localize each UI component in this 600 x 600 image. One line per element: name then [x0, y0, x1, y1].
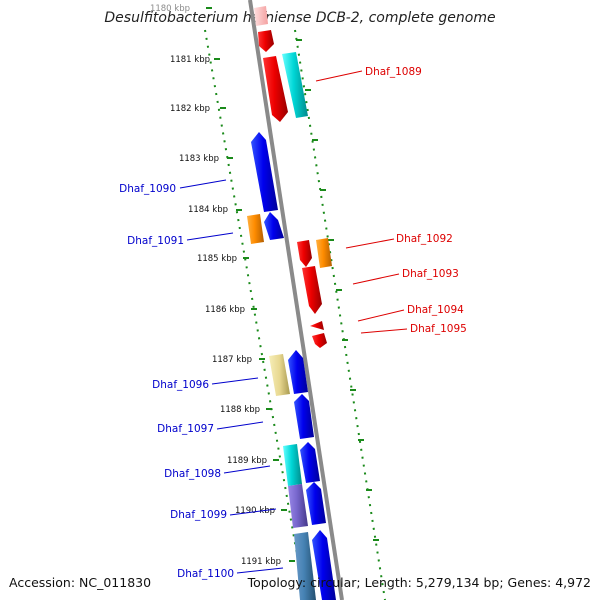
- gene-label-dhaf-1096[interactable]: Dhaf_1096: [152, 379, 209, 391]
- gene-label-dhaf-1100[interactable]: Dhaf_1100: [177, 568, 234, 580]
- kbp-label: 1181 kbp: [170, 55, 210, 65]
- kbp-label: 1190 kbp: [235, 506, 275, 516]
- genome-title: Desulfitobacterium hafniense DCB-2, comp…: [104, 10, 495, 26]
- gene-arrow-dhaf-1091[interactable]: [247, 214, 264, 244]
- gene-label-dhaf-1092[interactable]: Dhaf_1092: [396, 233, 453, 245]
- major-ticks-reverse: [296, 39, 379, 541]
- tick-row-forward: [204, 29, 306, 600]
- kbp-label: 1184 kbp: [188, 205, 228, 215]
- gene-label-dhaf-1097[interactable]: Dhaf_1097: [157, 423, 214, 435]
- kbp-label: 1187 kbp: [212, 355, 252, 365]
- callout-lines-forward: [179, 179, 284, 574]
- gene-label-dhaf-1093[interactable]: Dhaf_1093: [402, 268, 459, 280]
- gene-arrow-tan[interactable]: [269, 354, 290, 396]
- gene-label-dhaf-1095[interactable]: Dhaf_1095: [410, 323, 467, 335]
- gene-arrow-blue-2[interactable]: [300, 442, 320, 483]
- kbp-label: 1186 kbp: [205, 305, 245, 315]
- gene-label-dhaf-1089[interactable]: Dhaf_1089: [365, 66, 422, 78]
- gene-label-dhaf-1098[interactable]: Dhaf_1098: [164, 468, 221, 480]
- gene-label-dhaf-1091[interactable]: Dhaf_1091: [127, 235, 184, 247]
- gene-arrow-dhaf-1094[interactable]: [310, 321, 324, 330]
- kbp-label: 1180 kbp: [150, 4, 190, 14]
- gene-arrow-partial[interactable]: [254, 6, 268, 26]
- gene-arrow-dhaf-1099[interactable]: [288, 484, 308, 528]
- tick-row-reverse: [294, 29, 386, 600]
- gene-arrow-blue-3[interactable]: [306, 482, 326, 525]
- gene-label-dhaf-1099[interactable]: Dhaf_1099: [170, 509, 227, 521]
- gene-arrow-orange[interactable]: [316, 238, 332, 268]
- kbp-label: 1182 kbp: [170, 104, 210, 114]
- gene-arrow-dhaf-1098[interactable]: [283, 444, 302, 486]
- gene-arrow-cyan[interactable]: [282, 52, 308, 118]
- gene-label-dhaf-1090[interactable]: Dhaf_1090: [119, 183, 176, 195]
- gene-arrow[interactable]: [258, 30, 274, 52]
- kbp-label: 1191 kbp: [241, 557, 281, 567]
- gene-arrow-dhaf-1100[interactable]: [294, 532, 316, 600]
- kbp-label: 1185 kbp: [197, 254, 237, 264]
- gene-arrow-dhaf-1096[interactable]: [288, 350, 308, 394]
- gene-arrow-blue[interactable]: [264, 212, 284, 240]
- gene-arrow-dhaf-1092[interactable]: [297, 240, 312, 267]
- gene-arrow-dhaf-1093[interactable]: [302, 266, 322, 314]
- kbp-label: 1183 kbp: [179, 154, 219, 164]
- gene-arrow-dhaf-1090[interactable]: [251, 132, 278, 212]
- gene-arrow-dhaf-1089[interactable]: [263, 56, 288, 122]
- genome-backbone: [248, 0, 344, 600]
- accession-text: Accession: NC_011830: [9, 575, 151, 590]
- kbp-label: 1188 kbp: [220, 405, 260, 415]
- gene-arrow-blue-4[interactable]: [312, 530, 336, 600]
- major-ticks-forward: [206, 7, 295, 562]
- callout-lines-reverse: [315, 70, 408, 334]
- gene-arrow-dhaf-1097[interactable]: [294, 394, 314, 439]
- gene-arrow-dhaf-1095[interactable]: [312, 333, 327, 348]
- topology-text: Topology: circular; Length: 5,279,134 bp…: [247, 575, 591, 590]
- kbp-label: 1189 kbp: [227, 456, 267, 466]
- gene-label-dhaf-1094[interactable]: Dhaf_1094: [407, 304, 464, 316]
